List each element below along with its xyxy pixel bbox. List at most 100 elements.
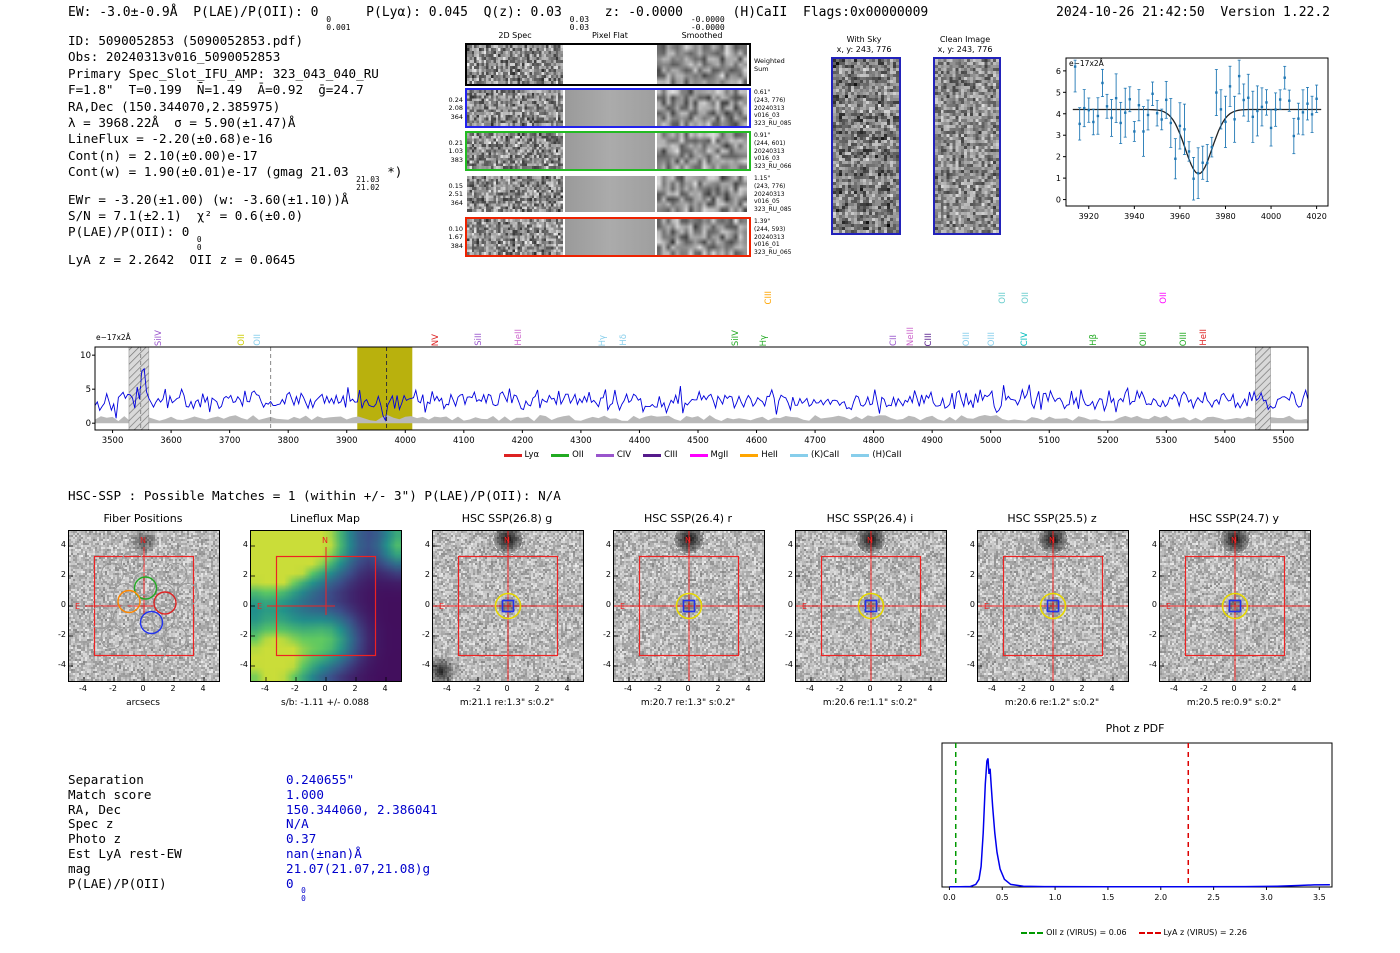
fiber-circle xyxy=(112,605,136,629)
y-tick-label: 2 xyxy=(1056,153,1061,162)
legend-swatch xyxy=(551,453,570,457)
x-tick-label: 5500 xyxy=(1273,436,1295,446)
info-line: LyA z = 2.2642 OII z = 0.0645 xyxy=(68,251,296,267)
cutout-x-tick-label: -2 xyxy=(109,684,117,693)
legend-swatch xyxy=(503,453,522,457)
match-row-label: mag xyxy=(68,860,91,876)
cutout-panel: HSC SSP(25.5) z N E -4 -4 -2 -2 0 0 2 2 4 4 m:20.6 re… xyxy=(963,510,1141,715)
spec2d-col-header: Pixel Flat xyxy=(592,31,628,40)
y-tick-label: 4 xyxy=(1056,110,1061,119)
x-tick-label: 3.0 xyxy=(1260,893,1273,902)
cutout-x-tick-label: 4 xyxy=(1109,684,1115,693)
legend-label: CIII xyxy=(664,450,678,460)
spec2d-fiber-stats: 0.21 1.03 383 xyxy=(448,139,463,164)
cutout-x-tick-label: 2 xyxy=(1261,684,1267,693)
cutout-y-tick-label: 0 xyxy=(424,600,430,609)
spec2d-row-frame xyxy=(465,88,751,128)
cutout-y-tick-label: 4 xyxy=(424,540,430,549)
cutout-panel: HSC SSP(26.8) g N E -4 -4 -2 -2 0 0 2 2 4 4 m:21.1 re… xyxy=(418,510,596,715)
spec2d-2d-image xyxy=(467,45,563,84)
catalog-box xyxy=(864,599,878,613)
sky-panel-coords: x, y: 243, 776 xyxy=(937,45,993,54)
sky-panel-frame xyxy=(831,57,901,235)
y-tick-label: 10 xyxy=(80,351,91,361)
x-tick-label: 0.5 xyxy=(996,893,1009,902)
cutout-y-tick-label: 2 xyxy=(242,570,248,579)
cutout-caption: m:20.7 re:1.3" s:0.2" xyxy=(640,698,736,708)
match-row-label: RA, Dec xyxy=(68,801,122,817)
sky-panel-title: Clean Image xyxy=(939,35,991,44)
cutout-x-tick-label: 4 xyxy=(927,684,933,693)
fiber-circle xyxy=(152,583,176,607)
stacked-value: 0.03 0.03 xyxy=(569,14,590,32)
spec2d-2d-image xyxy=(467,176,563,212)
units-note: e−17x2Å xyxy=(1069,59,1105,68)
north-marker: N xyxy=(685,536,691,545)
cutout-y-tick-label: 4 xyxy=(969,540,975,549)
emission-line-label: OII xyxy=(1020,292,1031,304)
north-marker: N xyxy=(140,536,146,545)
info-line: λ = 3968.22Å σ = 5.90(±1.47)Å xyxy=(68,115,296,131)
spec2d-smoothed-image xyxy=(657,219,747,255)
cutout-caption: m:20.6 re:1.2" s:0.2" xyxy=(1004,698,1100,708)
match-row-label: Photo z xyxy=(68,831,122,847)
fiber-circle xyxy=(120,551,144,575)
cutout-y-tick-label: 0 xyxy=(60,600,66,609)
cutout-y-tick-label: 2 xyxy=(60,570,66,579)
info-line: Obs: 20240313v016_5090052853 xyxy=(68,49,281,65)
spec2d-smoothed-image xyxy=(657,133,747,169)
pdf-curve xyxy=(949,758,1330,888)
legend-swatch xyxy=(1138,931,1161,934)
aperture-circle xyxy=(857,592,885,620)
legend-item: HeII xyxy=(740,450,778,460)
x-tick-label: 4500 xyxy=(687,436,709,446)
match-table-row: Separation 0.240655" xyxy=(68,772,438,788)
north-marker: N xyxy=(1049,536,1055,545)
legend-swatch xyxy=(1021,931,1044,934)
x-tick-label: 3500 xyxy=(102,436,124,446)
emission-line-label: CIII xyxy=(763,290,774,304)
highlighted-fiber-circle xyxy=(139,610,164,635)
x-tick-label: 3800 xyxy=(277,436,299,446)
fiber-circle xyxy=(164,562,188,586)
spec2d-pixel-flat xyxy=(565,176,655,212)
legend-swatch xyxy=(595,453,614,457)
cutout-x-tick-label: 0 xyxy=(140,684,146,693)
spec2d-row-frame xyxy=(465,217,751,257)
cutout-y-tick-label: 2 xyxy=(424,570,430,579)
cutout-x-tick-label: 0 xyxy=(685,684,691,693)
photz-chart: 0.0 0.5 1.0 1.5 2.0 2.5 3.0 3.5 xyxy=(941,742,1333,902)
cutout-x-tick-label: 2 xyxy=(534,684,540,693)
x-tick-label: 4200 xyxy=(512,436,534,446)
sky-panel-frame xyxy=(933,57,1001,235)
cutout-title: Fiber Positions xyxy=(103,512,183,525)
cutout-overlay: NE xyxy=(796,531,946,681)
spec2d-fiber-info: 0.61" (243, 776) 20240313 v016_03 323_RU… xyxy=(754,89,792,128)
cutout-y-tick-label: -2 xyxy=(967,630,975,639)
spec2d-fiber-stats: 0.10 1.67 384 xyxy=(448,225,463,250)
spec2d-col-header: Smoothed xyxy=(681,31,723,40)
stacked-value: 0 0.001 xyxy=(326,14,351,32)
legend-item: (H)CaII xyxy=(851,450,902,460)
stacked-value: 21.03 21.02 xyxy=(356,174,380,192)
legend-item: OII xyxy=(551,450,584,460)
aperture-circle xyxy=(494,592,522,620)
cutout-caption: s/b: -1.11 +/- 0.088 xyxy=(281,698,369,708)
cutout-x-tick-label: -4 xyxy=(1170,684,1178,693)
cutout-x-tick-label: 4 xyxy=(1291,684,1297,693)
cutout-x-tick-label: 4 xyxy=(564,684,570,693)
spec2d-pixel-flat xyxy=(565,133,655,169)
spec2d-fiber-info: 1.15" (243, 776) 20240313 v016_05 323_RU… xyxy=(754,175,792,214)
cutout-overlay: NE xyxy=(614,531,764,681)
cutout-y-tick-label: -2 xyxy=(603,630,611,639)
legend-label: (K)CaII xyxy=(810,450,840,460)
legend-label: OII z (VIRUS) = 0.06 xyxy=(1046,928,1127,937)
legend-item: CIV xyxy=(595,450,631,460)
x-tick-label: 4000 xyxy=(1261,212,1281,221)
axis-box xyxy=(1065,57,1329,207)
aperture-circle xyxy=(675,592,703,620)
spec2d-pixel-flat xyxy=(565,90,655,126)
